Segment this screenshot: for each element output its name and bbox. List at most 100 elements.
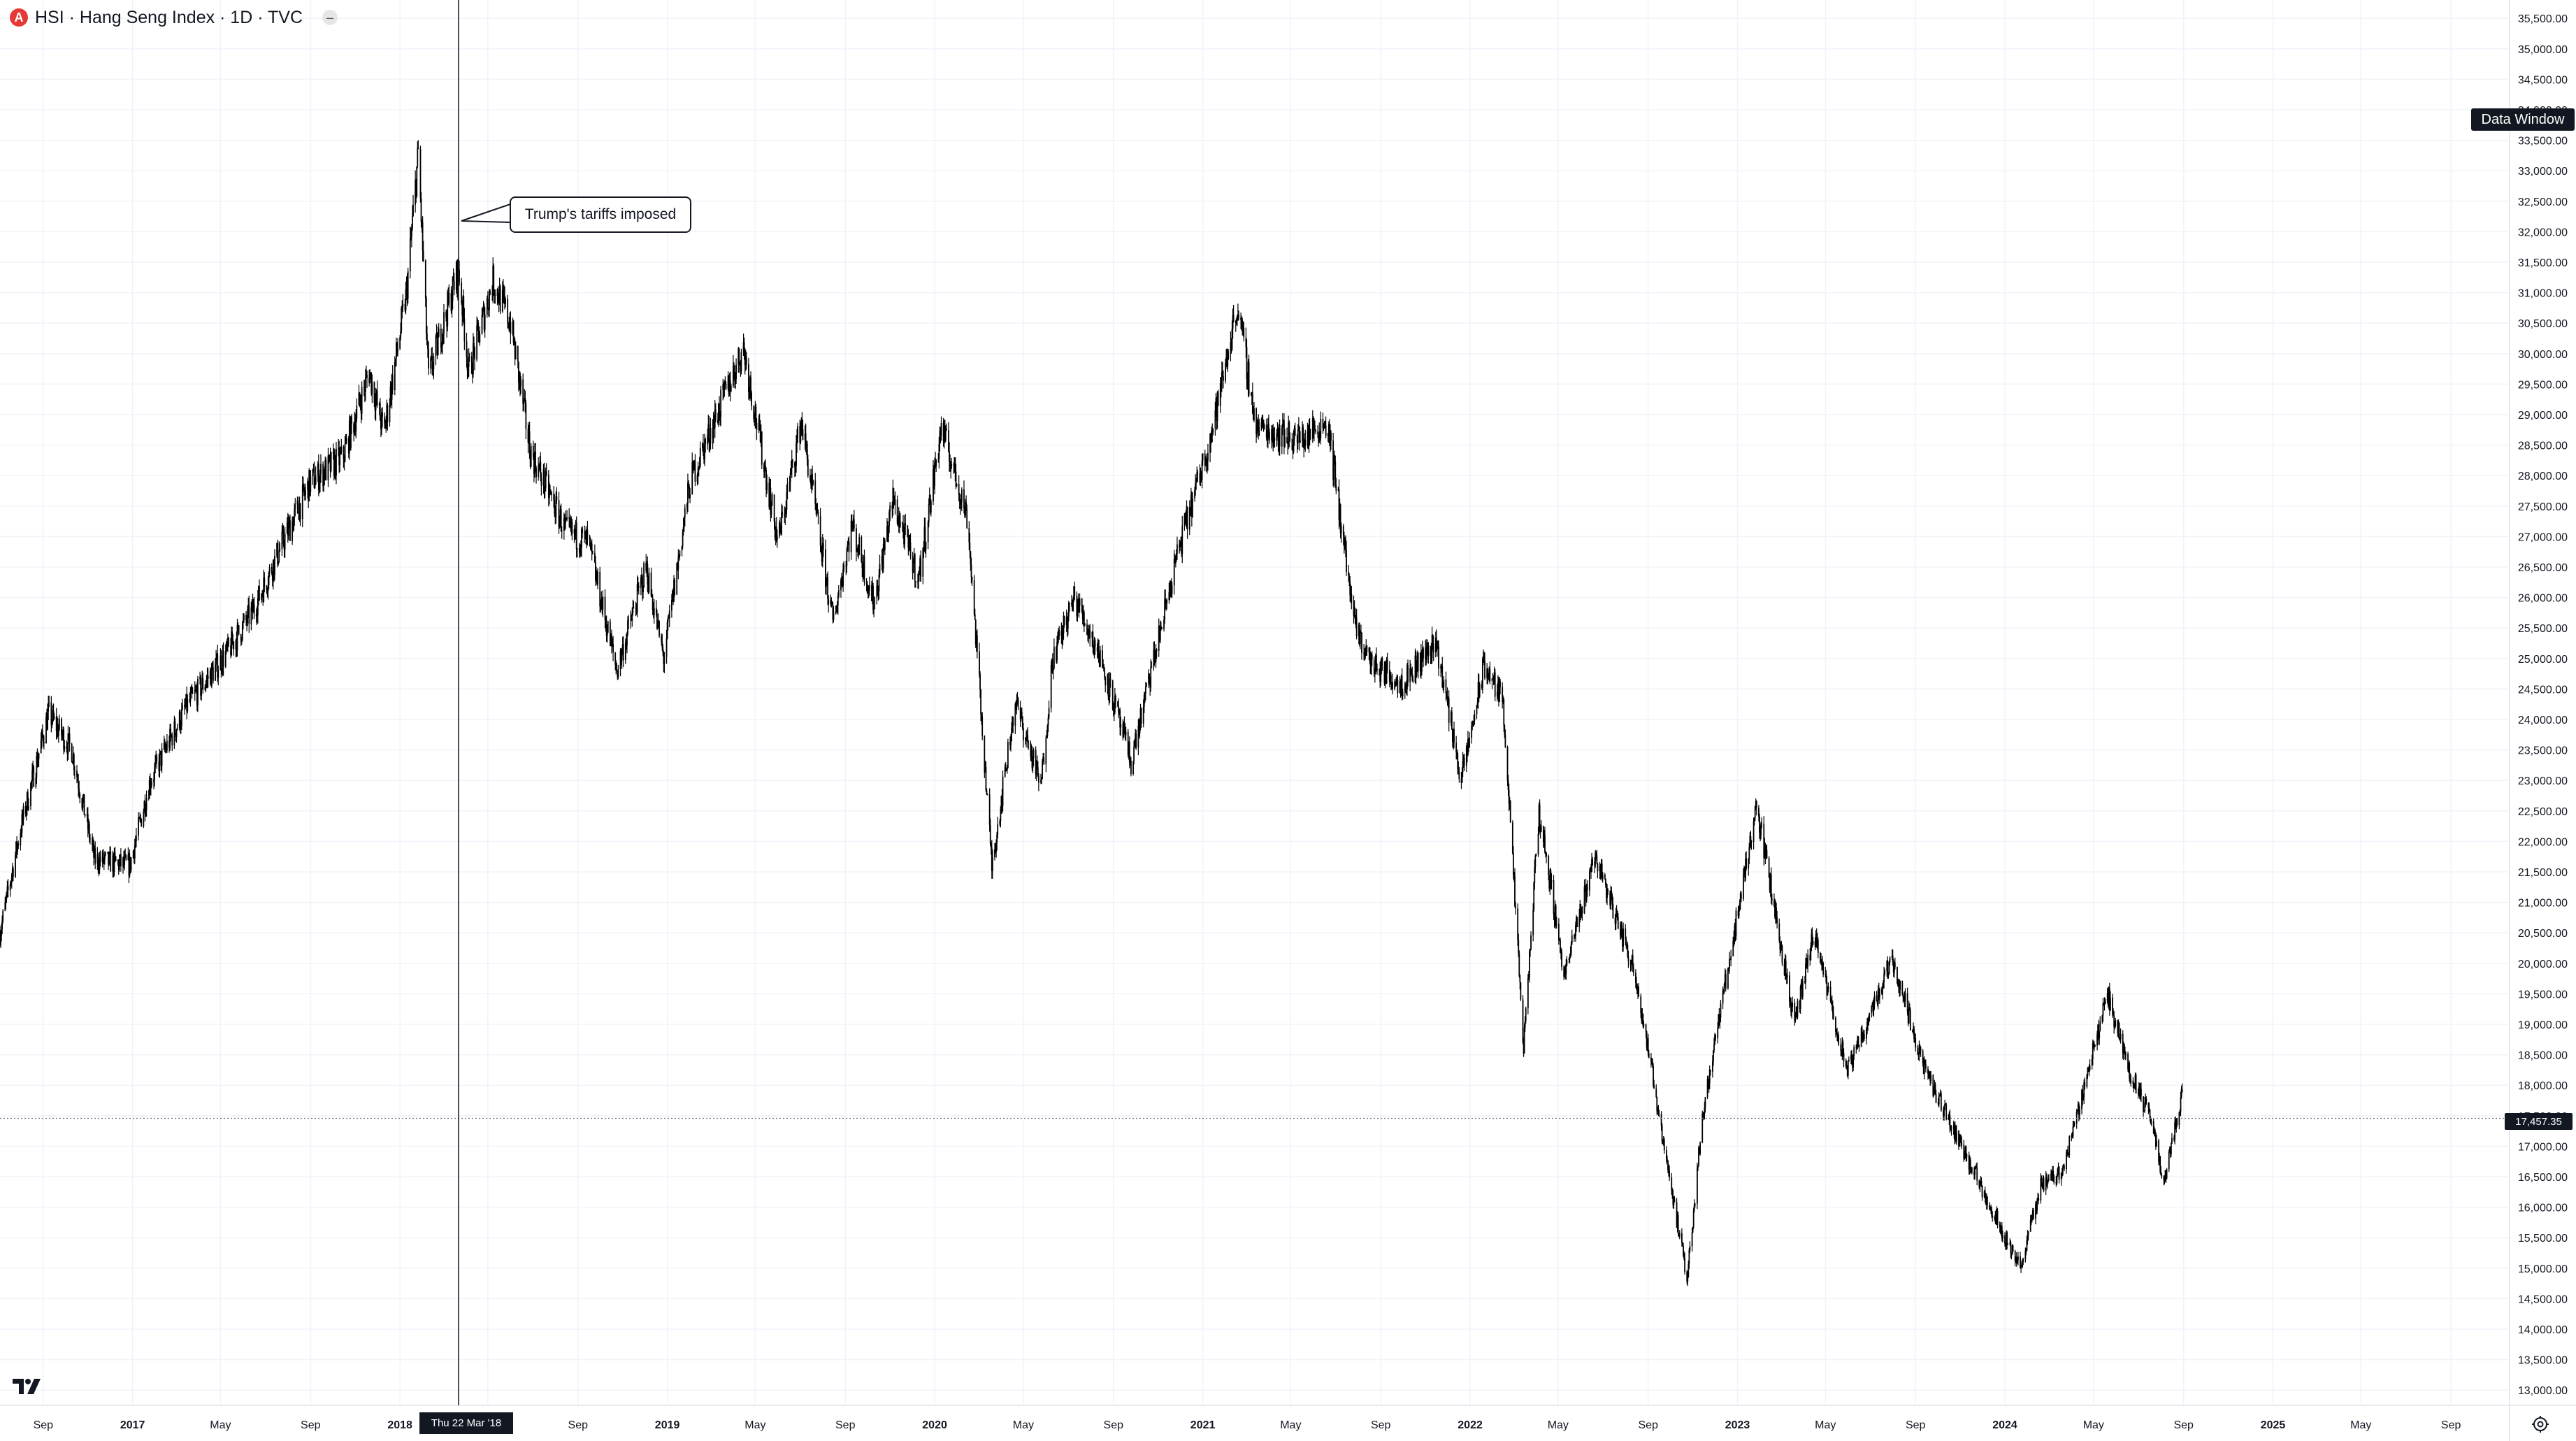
candle-body [278, 561, 280, 564]
candle-body [2022, 1261, 2024, 1267]
candle-body [1760, 823, 1762, 836]
candle-body [1266, 437, 1268, 440]
candle-body [1201, 460, 1203, 480]
candle-body [1615, 915, 1617, 924]
candle-body [705, 439, 706, 445]
candle-body [515, 346, 517, 359]
candle-body [1512, 853, 1514, 875]
candle-body [922, 548, 924, 577]
candle-body [2057, 1169, 2059, 1177]
candle-body [1448, 698, 1450, 723]
candle-body [98, 867, 100, 870]
candle-body [1866, 1028, 1867, 1039]
candle-body [1005, 766, 1007, 769]
candle-body [2138, 1086, 2140, 1094]
candle-body [2025, 1250, 2027, 1252]
candle-body [144, 801, 146, 815]
candle-body [1308, 429, 1310, 444]
candle-body [77, 776, 78, 781]
candle-body [209, 671, 211, 679]
tradingview-logo-icon[interactable] [13, 1377, 46, 1396]
candle-body [1021, 717, 1023, 729]
candle-body [210, 671, 212, 687]
candle-body [1507, 780, 1509, 790]
candle-body [497, 289, 499, 300]
candle-body [430, 357, 432, 369]
candle-body [949, 461, 951, 471]
candle-body [2021, 1266, 2023, 1267]
candle-body [2114, 1026, 2116, 1027]
candle-body [1127, 731, 1129, 755]
candle-body [708, 424, 710, 443]
candle-body [968, 528, 970, 543]
candle-body [596, 574, 597, 581]
candle-body [1025, 738, 1026, 740]
candle-body [63, 729, 65, 750]
y-tick-label: 26,500.00 [2518, 562, 2568, 574]
candle-body [148, 780, 150, 799]
candle-body [628, 619, 629, 621]
candle-body [1937, 1103, 1939, 1105]
candle-body [1648, 1054, 1650, 1058]
candle-body [2091, 1059, 2093, 1066]
candle-body [928, 503, 930, 522]
candle-body [481, 315, 483, 334]
candle-body [1498, 682, 1499, 702]
gear-icon[interactable] [2531, 1415, 2549, 1433]
candle-body [272, 559, 274, 581]
candle-body [822, 543, 824, 550]
candle-body [384, 417, 386, 424]
candle-body [1825, 973, 1827, 975]
candle-body [652, 597, 654, 610]
candle-body [898, 515, 900, 524]
candle-body [2058, 1166, 2060, 1180]
candle-body [841, 580, 842, 585]
candle-body [407, 271, 409, 299]
candle-body [827, 577, 828, 599]
symbol-title[interactable]: HSI · Hang Seng Index · 1D · TVC [35, 7, 303, 27]
candle-body [1616, 911, 1618, 915]
candle-body [949, 451, 950, 462]
candle-body [1325, 425, 1327, 436]
candle-body [615, 664, 617, 670]
candle-body [1729, 959, 1731, 960]
candle-body [1961, 1142, 1963, 1145]
candle-body [1197, 472, 1199, 474]
candle-body [1417, 652, 1419, 671]
candle-body [1904, 993, 1906, 1002]
candle-body [1702, 1113, 1704, 1115]
candle-body [1718, 1015, 1720, 1022]
candle-body [436, 334, 438, 336]
candle-body [784, 509, 786, 517]
candle-body [852, 519, 854, 525]
candle-body [1107, 673, 1109, 686]
annotation-callout[interactable]: Trump's tariffs imposed [510, 196, 691, 233]
candle-body [364, 377, 366, 392]
candle-body [1820, 959, 1822, 963]
candle-body [1653, 1066, 1654, 1086]
candle-body [1419, 652, 1421, 671]
candle-body [707, 434, 709, 445]
candle-body [1128, 742, 1130, 763]
candle-body [1902, 994, 1904, 997]
data-window-button[interactable]: Data Window [2471, 108, 2575, 131]
candle-body [835, 611, 837, 614]
candle-body [21, 814, 23, 833]
candle-body [1015, 704, 1017, 707]
candle-body [463, 317, 466, 342]
candle-body [64, 746, 66, 750]
collapse-legend-button[interactable]: – [322, 10, 338, 25]
candle-body [277, 543, 279, 564]
candle-body [688, 482, 689, 487]
candle-body [744, 350, 746, 366]
candle-body [364, 387, 366, 392]
candle-body [1045, 737, 1047, 765]
candle-body [1225, 363, 1226, 381]
candle-body [1123, 724, 1125, 732]
candle-body [876, 585, 878, 598]
candle-body [2150, 1118, 2152, 1123]
candle-body [1553, 914, 1555, 921]
candle-body [1231, 329, 1233, 350]
candle-body [825, 549, 826, 587]
